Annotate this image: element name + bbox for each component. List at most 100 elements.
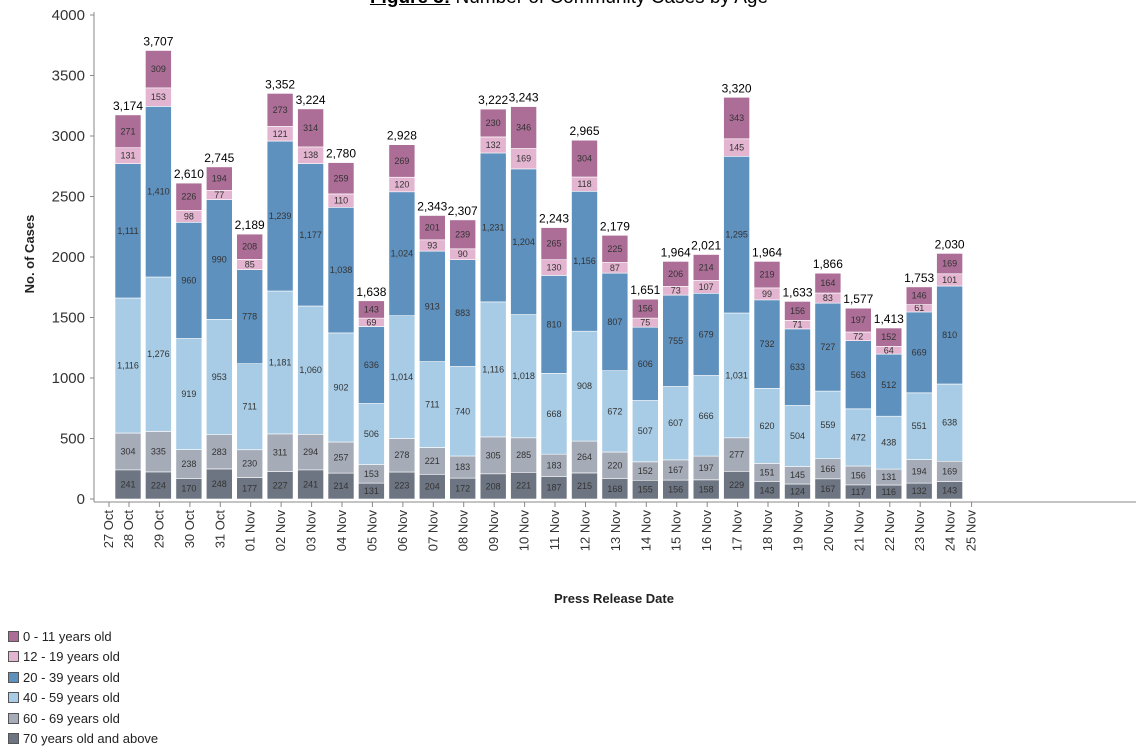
segment-value-label: 883 bbox=[455, 308, 470, 318]
x-tick-label: 02 Nov bbox=[273, 510, 288, 552]
x-tick-label: 17 Nov bbox=[730, 510, 745, 552]
y-tick-label: 2000 bbox=[52, 249, 85, 266]
segment-value-label: 143 bbox=[942, 485, 957, 495]
segment-value-label: 1,239 bbox=[269, 211, 292, 221]
total-value-label: 1,577 bbox=[843, 292, 873, 306]
segment-value-label: 285 bbox=[516, 450, 531, 460]
total-value-label: 1,753 bbox=[904, 271, 934, 285]
segment-value-label: 248 bbox=[212, 479, 227, 489]
total-value-label: 1,413 bbox=[874, 312, 904, 326]
segment-value-label: 506 bbox=[364, 429, 379, 439]
segment-value-label: 208 bbox=[242, 242, 257, 252]
x-tick-label: 25 Nov bbox=[964, 510, 979, 552]
segment-value-label: 283 bbox=[212, 447, 227, 457]
segment-value-label: 504 bbox=[790, 431, 805, 441]
x-axis-title: Press Release Date bbox=[554, 591, 674, 606]
x-tick-label: 21 Nov bbox=[851, 510, 866, 552]
y-tick-label: 1500 bbox=[52, 310, 85, 327]
legend-swatch bbox=[8, 672, 19, 683]
segment-value-label: 1,276 bbox=[147, 349, 170, 359]
segment-value-label: 607 bbox=[668, 418, 683, 428]
legend-swatch bbox=[8, 631, 19, 642]
segment-value-label: 143 bbox=[364, 305, 379, 315]
x-tick-label: 30 Oct bbox=[182, 510, 197, 549]
segment-value-label: 132 bbox=[486, 140, 501, 150]
segment-value-label: 197 bbox=[851, 315, 866, 325]
segment-value-label: 224 bbox=[151, 480, 166, 490]
segment-value-label: 953 bbox=[212, 372, 227, 382]
segment-value-label: 636 bbox=[364, 360, 379, 370]
segment-value-label: 138 bbox=[303, 150, 318, 160]
segment-value-label: 83 bbox=[823, 293, 833, 303]
total-value-label: 2,745 bbox=[204, 151, 234, 165]
segment-value-label: 152 bbox=[638, 466, 653, 476]
segment-value-label: 107 bbox=[699, 282, 714, 292]
segment-value-label: 343 bbox=[729, 113, 744, 123]
segment-value-label: 145 bbox=[790, 470, 805, 480]
segment-value-label: 168 bbox=[607, 484, 622, 494]
segment-value-label: 206 bbox=[668, 269, 683, 279]
segment-value-label: 227 bbox=[273, 480, 288, 490]
segment-value-label: 727 bbox=[820, 342, 835, 352]
legend-label: 20 - 39 years old bbox=[23, 670, 120, 685]
segment-value-label: 679 bbox=[699, 329, 714, 339]
total-value-label: 1,866 bbox=[813, 257, 843, 271]
total-value-label: 1,964 bbox=[752, 245, 782, 259]
segment-value-label: 121 bbox=[273, 129, 288, 139]
segment-value-label: 132 bbox=[912, 486, 927, 496]
segment-value-label: 156 bbox=[851, 470, 866, 480]
total-value-label: 2,189 bbox=[235, 218, 265, 232]
x-tick-label: 10 Nov bbox=[517, 510, 532, 552]
segment-value-label: 170 bbox=[181, 484, 196, 494]
total-value-label: 3,243 bbox=[509, 91, 539, 105]
segment-value-label: 913 bbox=[425, 301, 440, 311]
y-axis-title: No. of Cases bbox=[22, 215, 37, 294]
segment-value-label: 305 bbox=[486, 450, 501, 460]
x-tick-label: 11 Nov bbox=[547, 510, 562, 551]
legend-swatch bbox=[8, 733, 19, 744]
segment-value-label: 90 bbox=[458, 249, 468, 259]
segment-value-label: 194 bbox=[212, 174, 227, 184]
segment-value-label: 620 bbox=[759, 421, 774, 431]
segment-value-label: 221 bbox=[516, 481, 531, 491]
segment-value-label: 64 bbox=[884, 345, 894, 355]
segment-value-label: 183 bbox=[546, 460, 561, 470]
segment-value-label: 335 bbox=[151, 447, 166, 457]
segment-value-label: 223 bbox=[394, 481, 409, 491]
segment-value-label: 257 bbox=[333, 453, 348, 463]
total-value-label: 1,964 bbox=[661, 245, 691, 259]
legend-item: 60 - 69 years old bbox=[8, 708, 158, 729]
segment-value-label: 960 bbox=[181, 275, 196, 285]
segment-value-label: 294 bbox=[303, 447, 318, 457]
segment-value-label: 197 bbox=[699, 463, 714, 473]
segment-value-label: 740 bbox=[455, 406, 470, 416]
segment-value-label: 1,410 bbox=[147, 187, 170, 197]
x-tick-label: 09 Nov bbox=[486, 510, 501, 552]
y-tick-label: 3500 bbox=[52, 68, 85, 85]
segment-value-label: 158 bbox=[699, 484, 714, 494]
segment-value-label: 101 bbox=[942, 275, 957, 285]
segment-value-label: 633 bbox=[790, 362, 805, 372]
total-value-label: 1,633 bbox=[782, 285, 812, 299]
total-value-label: 3,222 bbox=[478, 93, 508, 107]
segment-value-label: 551 bbox=[912, 421, 927, 431]
segment-value-label: 1,177 bbox=[299, 230, 322, 240]
segment-value-label: 1,156 bbox=[573, 256, 596, 266]
x-tick-label: 07 Nov bbox=[425, 510, 440, 552]
total-value-label: 3,352 bbox=[265, 77, 295, 91]
segment-value-label: 711 bbox=[425, 400, 439, 410]
legend-item: 12 - 19 years old bbox=[8, 647, 158, 668]
legend-item: 40 - 59 years old bbox=[8, 688, 158, 709]
total-value-label: 2,343 bbox=[417, 200, 447, 214]
x-tick-label: 12 Nov bbox=[578, 510, 593, 552]
segment-value-label: 155 bbox=[638, 485, 653, 495]
segment-value-label: 507 bbox=[638, 426, 653, 436]
x-tick-label: 04 Nov bbox=[334, 510, 349, 552]
segment-value-label: 153 bbox=[364, 469, 379, 479]
segment-value-label: 311 bbox=[273, 448, 287, 458]
segment-value-label: 563 bbox=[851, 370, 866, 380]
x-tick-label: 24 Nov bbox=[943, 510, 958, 552]
segment-value-label: 271 bbox=[120, 126, 135, 136]
segment-value-label: 146 bbox=[912, 291, 927, 301]
segment-value-label: 201 bbox=[425, 223, 440, 233]
